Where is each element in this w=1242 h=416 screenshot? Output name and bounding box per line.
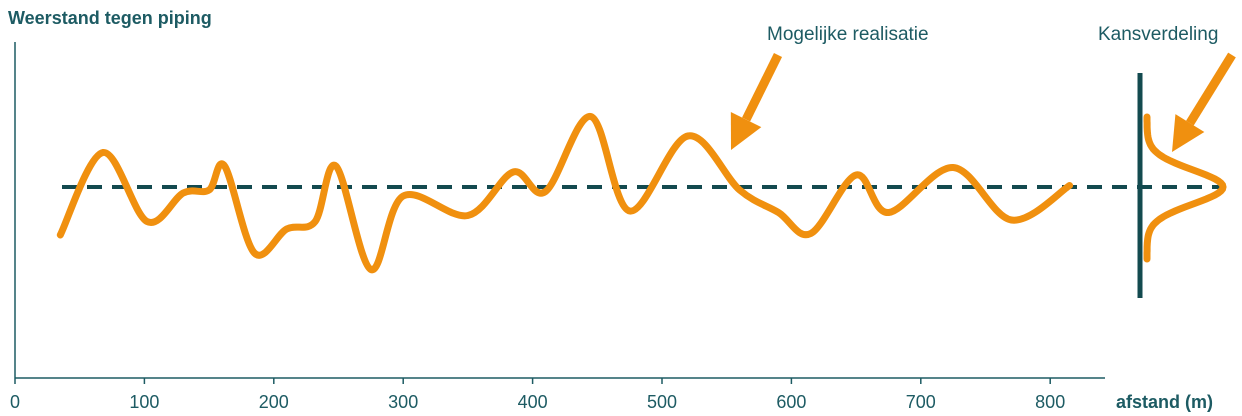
x-tick-label: 700 (906, 392, 936, 412)
x-axis-label: afstand (m) (1116, 392, 1213, 412)
realisation-label: Mogelijke realisatie (767, 24, 929, 45)
arrow-head (730, 111, 762, 150)
arrow-shaft (1186, 52, 1236, 126)
realisation-arrow (730, 53, 783, 150)
y-axis-label: Weerstand tegen piping (8, 8, 212, 28)
distribution-arrow (1172, 52, 1236, 152)
x-tick-label: 400 (518, 392, 548, 412)
x-tick-label: 300 (388, 392, 418, 412)
arrow-shaft (742, 53, 783, 122)
probability-distribution (1137, 73, 1227, 298)
x-tick-label: 200 (259, 392, 289, 412)
arrow-head (1172, 114, 1205, 152)
x-tick-label: 0 (10, 392, 20, 412)
series-line (56, 113, 1074, 273)
axes (14, 42, 1105, 379)
x-ticks: 0 100 200 300 400 500 600 700 800 (10, 378, 1065, 412)
distribution-label: Kansverdeling (1098, 24, 1218, 45)
x-tick-label: 500 (647, 392, 677, 412)
x-tick-label: 600 (776, 392, 806, 412)
distribution-curve (1143, 113, 1227, 263)
x-tick-label: 800 (1035, 392, 1065, 412)
x-tick-label: 100 (129, 392, 159, 412)
